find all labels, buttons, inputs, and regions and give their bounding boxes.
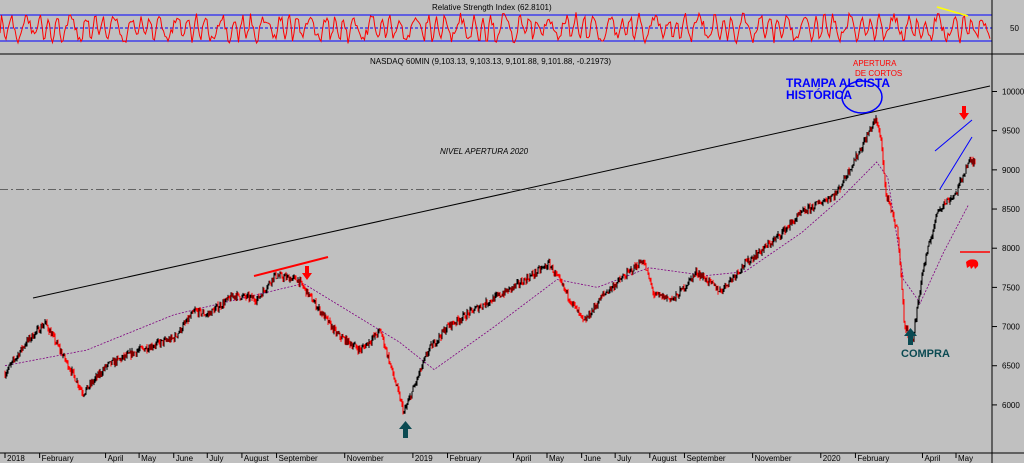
x-tick-label: July xyxy=(617,454,631,463)
buy-arrow-december xyxy=(399,421,412,438)
price-title: NASDAQ 60MIN (9,103.13, 9,103.13, 9,101.… xyxy=(370,57,611,66)
y-tick-label: 9500 xyxy=(1002,127,1020,136)
price-x-axis: 2018 February April May June July August Septem… xyxy=(4,453,973,463)
y-tick-label: 6500 xyxy=(1002,362,1020,371)
apertura-label-1: APERTURA xyxy=(853,59,897,68)
sept-support-line xyxy=(253,256,329,277)
y-tick-label: 8500 xyxy=(1002,205,1020,214)
channel-lower-line xyxy=(939,136,973,190)
x-tick-label: August xyxy=(652,454,678,463)
x-tick-label: 2018 xyxy=(7,454,25,463)
sell-arrow-september xyxy=(302,266,312,280)
x-tick-label: 2019 xyxy=(415,454,433,463)
x-tick-label: November xyxy=(755,454,792,463)
y-tick-label: 7000 xyxy=(1002,323,1020,332)
rsi-trend-line xyxy=(936,6,969,17)
y-tick-label: 10000 xyxy=(1002,88,1024,97)
x-tick-label: May xyxy=(549,454,564,463)
x-tick-label: February xyxy=(857,454,889,463)
bear-icon xyxy=(966,259,979,269)
y-tick-label: 9000 xyxy=(1002,166,1020,175)
x-tick-label: September xyxy=(279,454,318,463)
channel-upper-line xyxy=(934,119,973,152)
rsi-line xyxy=(0,11,991,45)
x-tick-label: June xyxy=(176,454,194,463)
x-tick-label: February xyxy=(450,454,482,463)
x-tick-label: September xyxy=(686,454,725,463)
trampa-label-1: TRAMPA ALCISTA xyxy=(786,76,890,90)
sell-arrow-may xyxy=(959,106,969,120)
long-trend-line xyxy=(32,85,991,299)
x-tick-label: July xyxy=(209,454,223,463)
x-tick-label: May xyxy=(958,454,973,463)
x-tick-label: November xyxy=(347,454,384,463)
x-tick-label: May xyxy=(141,454,156,463)
trampa-circle xyxy=(841,80,883,114)
buy-arrow-march xyxy=(904,328,917,345)
y-tick-label: 6000 xyxy=(1002,401,1020,410)
x-tick-label: April xyxy=(108,454,124,463)
x-tick-label: February xyxy=(42,454,74,463)
apertura-label-2: DE CORTOS xyxy=(855,69,902,78)
x-tick-label: August xyxy=(244,454,270,463)
rsi-title: Relative Strength Index (62.8101) xyxy=(432,3,552,12)
price-y-axis: 6000 6500 7000 7500 8000 8500 9000 9500 10000 xyxy=(992,88,1024,410)
y-tick-label: 8000 xyxy=(1002,244,1020,253)
rsi-tick-label: 50 xyxy=(1010,24,1019,33)
x-tick-label: 2020 xyxy=(823,454,841,463)
nivel-apertura-label: NIVEL APERTURA 2020 xyxy=(440,147,529,156)
x-tick-label: April xyxy=(924,454,940,463)
rsi-panel: Relative Strength Index (62.8101) 50 xyxy=(0,3,1019,45)
y-tick-label: 7500 xyxy=(1002,283,1020,292)
x-tick-label: April xyxy=(515,454,531,463)
compra-label: COMPRA xyxy=(901,348,950,360)
price-bars xyxy=(4,115,976,415)
x-tick-label: June xyxy=(584,454,602,463)
trampa-label-2: HISTÓRICA xyxy=(786,87,852,102)
